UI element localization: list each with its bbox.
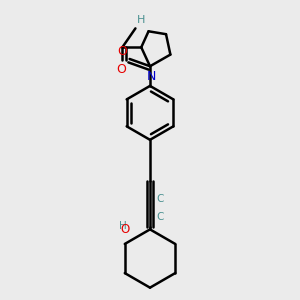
Text: H: H	[119, 221, 127, 231]
Text: O: O	[116, 63, 126, 76]
Text: C: C	[157, 194, 164, 204]
Text: O: O	[117, 44, 127, 58]
Text: O: O	[120, 223, 130, 236]
Text: N: N	[147, 70, 156, 83]
Text: H: H	[137, 16, 145, 26]
Text: C: C	[157, 212, 164, 222]
